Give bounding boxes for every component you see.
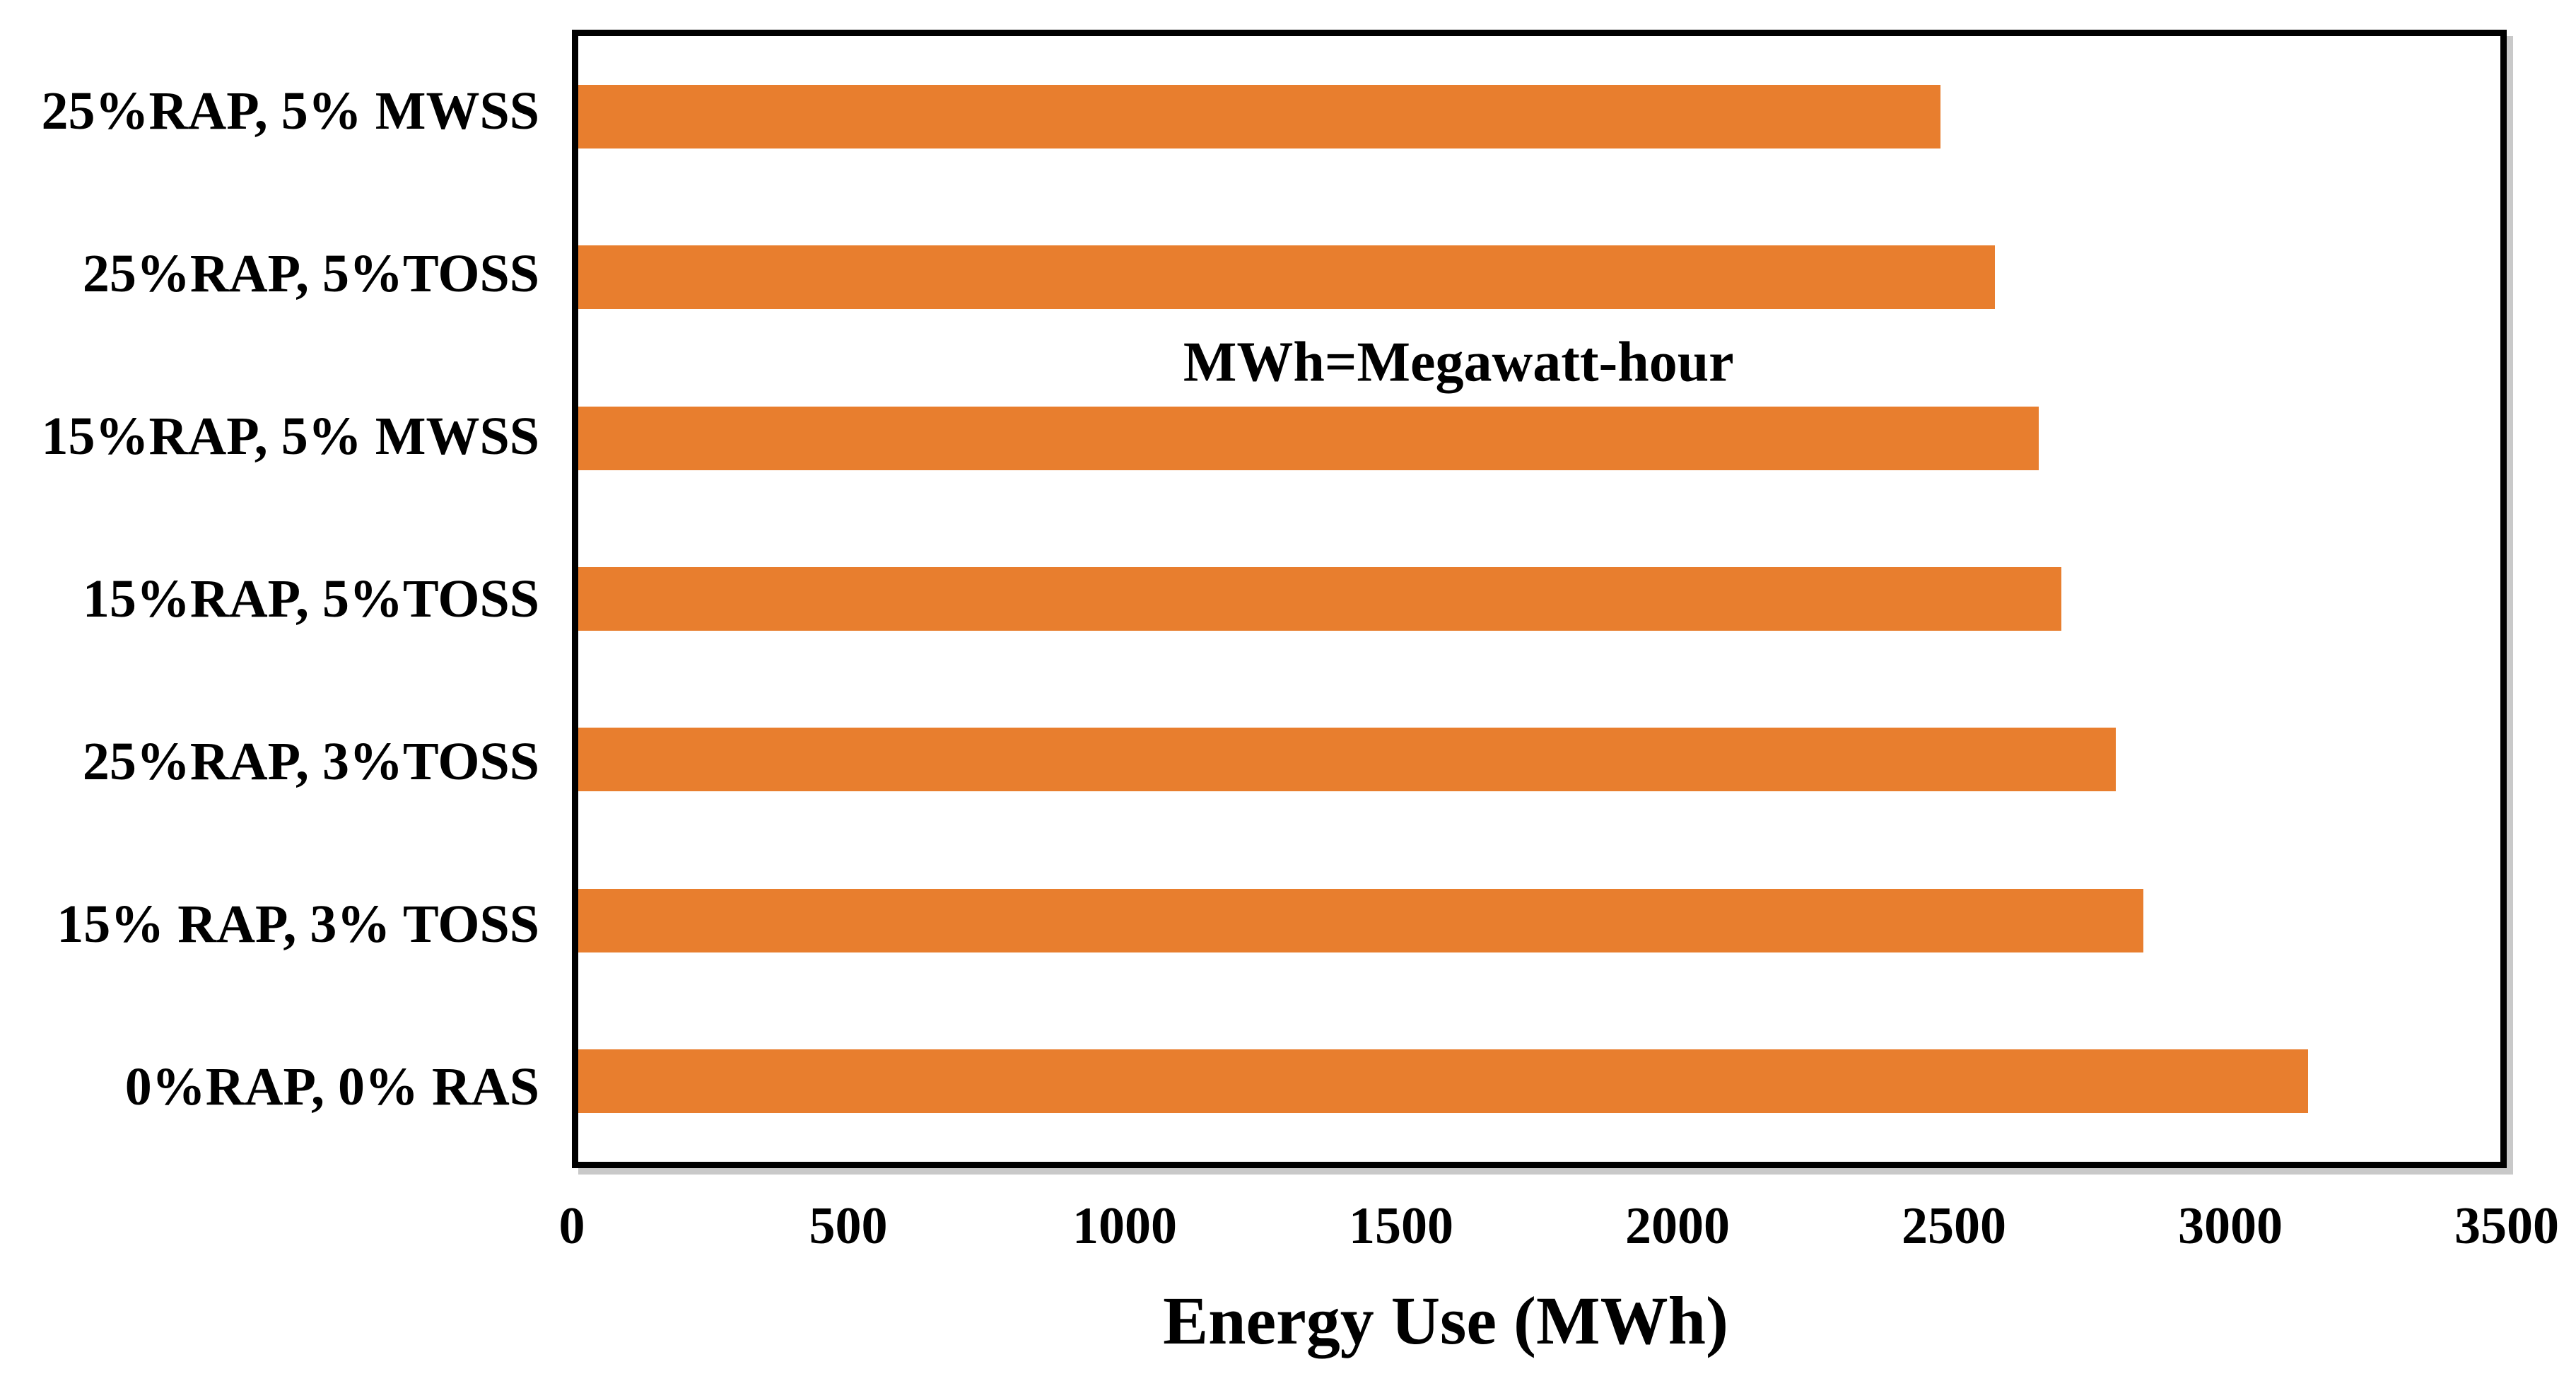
y-axis-label: 0%RAP, 0% RAS (124, 1056, 539, 1117)
x-axis-tick-label: 1500 (1349, 1197, 1453, 1255)
bar (578, 728, 2117, 792)
y-axis-label: 25%RAP, 3%TOSS (82, 731, 539, 791)
bars (578, 36, 2500, 1162)
x-axis-ticks: 0 500 1000 1500 2000 2500 3000 3500 (559, 1196, 2560, 1264)
plot-area: MWh=Megawatt-hour (572, 30, 2507, 1168)
bar-band (578, 197, 2500, 357)
x-axis-title: Energy Use (MWh) (1163, 1283, 1728, 1358)
x-axis-tick-label: 2000 (1625, 1197, 1730, 1255)
bar (578, 566, 2061, 631)
y-axis-label: 15%RAP, 5% MWSS (41, 406, 539, 466)
bar-band (578, 358, 2500, 518)
bar-band (578, 36, 2500, 197)
y-axis-label: 15% RAP, 3% TOSS (57, 894, 539, 954)
x-axis-tick-label: 1000 (1072, 1197, 1177, 1255)
y-axis-label: 15%RAP, 5%TOSS (82, 569, 539, 629)
bar (578, 888, 2144, 952)
x-axis-tick-label: 500 (809, 1197, 888, 1255)
bar (578, 1049, 2309, 1114)
bar-band (578, 840, 2500, 1001)
y-axis-labels: 25%RAP, 5% MWSS 25%RAP, 5%TOSS 15%RAP, 5% … (0, 30, 572, 1168)
bar-band (578, 680, 2500, 840)
x-axis-tick-label: 2500 (1902, 1197, 2006, 1255)
x-axis-tick-label: 0 (558, 1197, 585, 1255)
x-axis-tick-label: 3000 (2178, 1197, 2283, 1255)
bar (578, 406, 2039, 470)
annotation-text: MWh=Megawatt-hour (1183, 331, 1734, 394)
bar (578, 245, 1996, 310)
bar-band (578, 1001, 2500, 1162)
bar (578, 84, 1940, 148)
x-axis-tick-label: 3500 (2454, 1197, 2559, 1255)
y-axis-label: 25%RAP, 5% MWSS (41, 81, 539, 141)
y-axis-label: 25%RAP, 5%TOSS (82, 243, 539, 303)
bar-band (578, 518, 2500, 679)
